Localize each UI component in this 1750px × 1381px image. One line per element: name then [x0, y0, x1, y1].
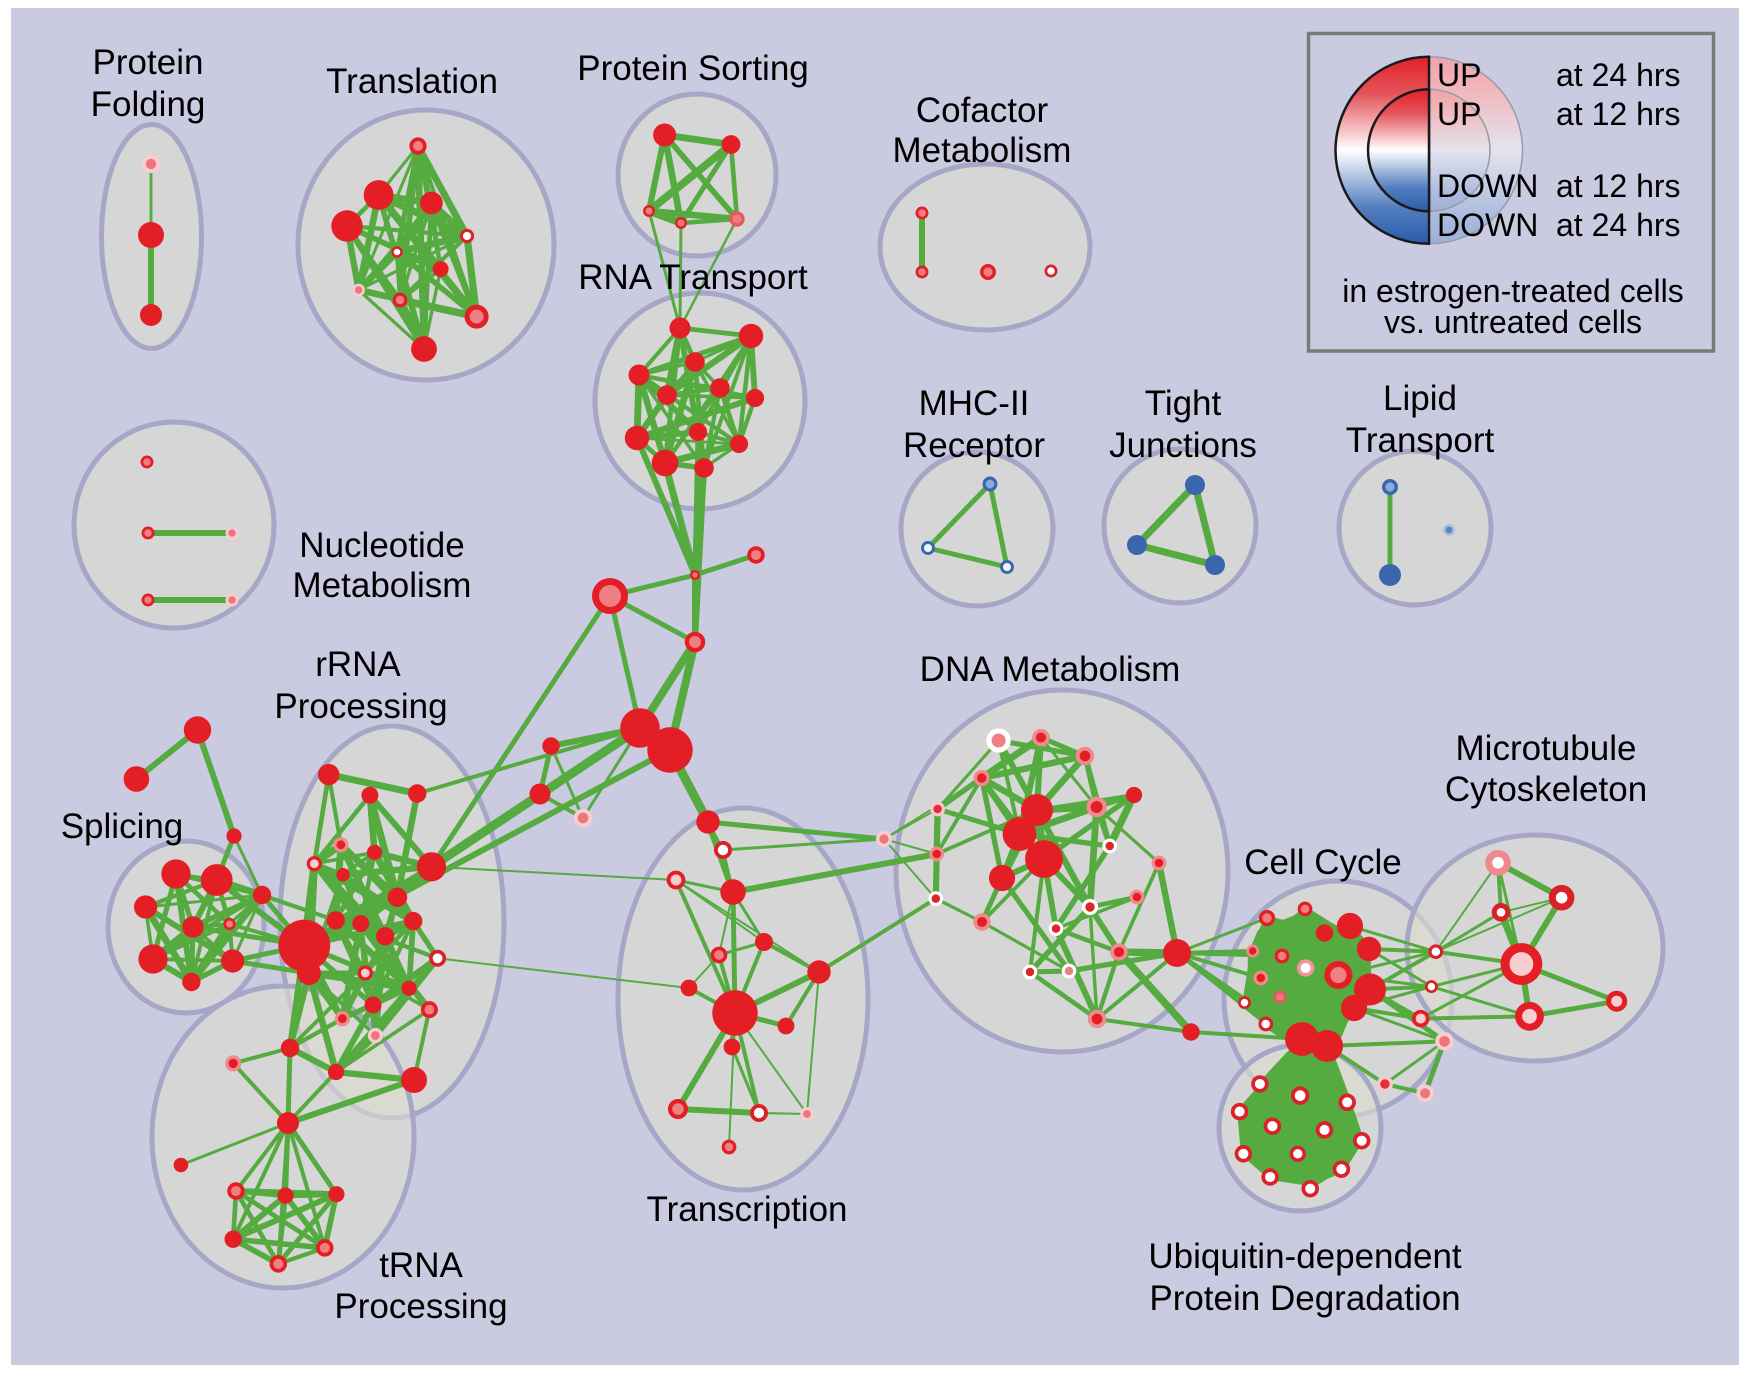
svg-text:UP: UP: [1437, 57, 1481, 93]
svg-text:rRNA: rRNA: [315, 645, 401, 684]
svg-text:Transcription: Transcription: [647, 1190, 848, 1229]
svg-text:Protein Degradation: Protein Degradation: [1149, 1279, 1460, 1318]
svg-text:Lipid: Lipid: [1383, 379, 1457, 418]
svg-text:Translation: Translation: [326, 62, 498, 101]
svg-text:Receptor: Receptor: [903, 426, 1045, 465]
svg-text:DOWN: DOWN: [1437, 207, 1538, 243]
svg-text:at 12 hrs: at 12 hrs: [1556, 168, 1681, 204]
svg-text:Cofactor: Cofactor: [916, 91, 1049, 130]
svg-text:Protein: Protein: [93, 43, 204, 82]
svg-text:Cytoskeleton: Cytoskeleton: [1445, 770, 1647, 809]
svg-text:Junctions: Junctions: [1109, 426, 1257, 465]
svg-text:RNA Transport: RNA Transport: [578, 258, 808, 297]
svg-text:Transport: Transport: [1346, 421, 1495, 460]
svg-text:Tight: Tight: [1145, 384, 1222, 423]
svg-text:at 24 hrs: at 24 hrs: [1556, 207, 1681, 243]
svg-text:Splicing: Splicing: [61, 807, 184, 846]
svg-text:Microtubule: Microtubule: [1456, 729, 1637, 768]
svg-text:DOWN: DOWN: [1437, 168, 1538, 204]
svg-text:Nucleotide: Nucleotide: [299, 526, 464, 565]
svg-text:in estrogen-treated cells: in estrogen-treated cells: [1342, 273, 1684, 309]
svg-text:Processing: Processing: [334, 1287, 507, 1326]
svg-text:tRNA: tRNA: [379, 1246, 463, 1285]
svg-text:Protein Sorting: Protein Sorting: [577, 49, 809, 88]
svg-text:MHC-II: MHC-II: [919, 384, 1030, 423]
svg-text:Folding: Folding: [91, 85, 206, 124]
svg-text:Metabolism: Metabolism: [293, 566, 472, 605]
svg-text:Ubiquitin-dependent: Ubiquitin-dependent: [1148, 1237, 1462, 1276]
svg-text:Metabolism: Metabolism: [893, 131, 1072, 170]
svg-text:at 24 hrs: at 24 hrs: [1556, 57, 1681, 93]
svg-text:Cell Cycle: Cell Cycle: [1244, 843, 1402, 882]
svg-text:UP: UP: [1437, 96, 1481, 132]
svg-text:vs. untreated cells: vs. untreated cells: [1384, 304, 1642, 340]
svg-text:at 12 hrs: at 12 hrs: [1556, 96, 1681, 132]
svg-text:DNA Metabolism: DNA Metabolism: [920, 650, 1181, 689]
svg-text:Processing: Processing: [274, 687, 447, 726]
